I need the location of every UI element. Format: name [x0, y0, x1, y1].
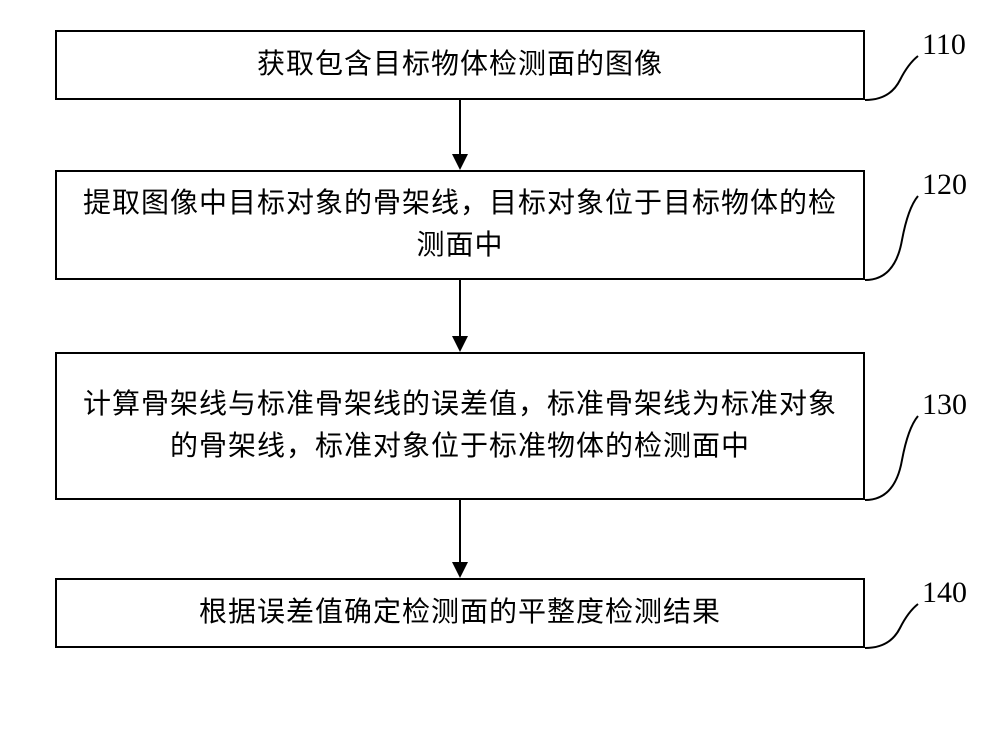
- hook-connector-4: [0, 0, 1000, 752]
- flowchart-canvas: 获取包含目标物体检测面的图像 110 提取图像中目标对象的骨架线，目标对象位于目…: [0, 0, 1000, 752]
